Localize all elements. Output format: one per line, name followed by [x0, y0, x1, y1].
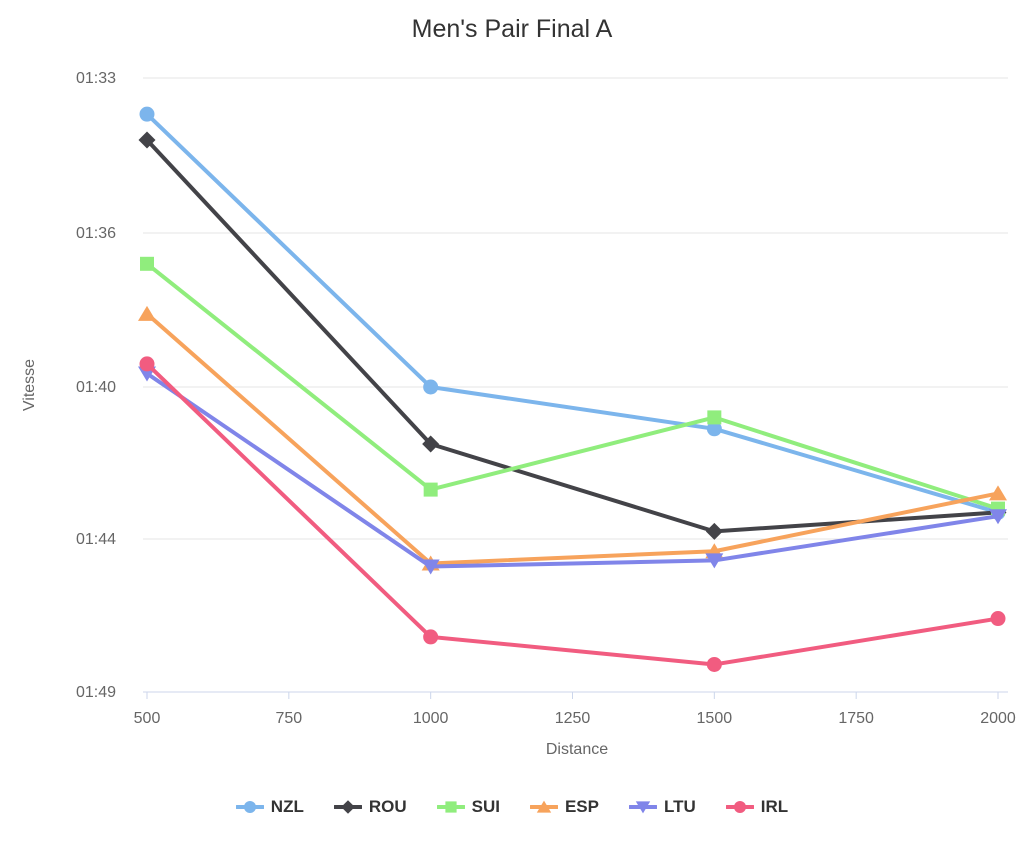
- legend-item-IRL[interactable]: IRL: [725, 797, 789, 817]
- triangle-down-legend-marker-icon: [629, 801, 657, 814]
- legend-label-SUI: SUI: [471, 797, 500, 816]
- diamond-marker-icon[interactable]: [138, 131, 156, 149]
- series-line-ESP[interactable]: [145, 311, 1000, 566]
- series-IRL: [139, 356, 1006, 672]
- circle-marker-icon[interactable]: [243, 801, 256, 813]
- diamond-marker-icon[interactable]: [422, 435, 440, 453]
- legend-label-NZL: NZL: [270, 797, 304, 816]
- legend-label-ESP: ESP: [564, 797, 599, 816]
- triangle-up-marker-icon[interactable]: [138, 305, 156, 321]
- circle-marker-icon[interactable]: [990, 611, 1006, 627]
- legend: NZL ROU SUI ESP LTU IRL: [0, 792, 1024, 822]
- y-tick-label: 01:40: [76, 379, 116, 396]
- series-line-ROU[interactable]: [145, 138, 1000, 534]
- circle-marker-icon[interactable]: [423, 379, 439, 395]
- y-tick-label: 01:49: [76, 684, 116, 701]
- square-legend-marker-icon: [436, 801, 465, 813]
- legend-item-SUI[interactable]: SUI: [436, 797, 500, 817]
- series-line-NZL[interactable]: [145, 112, 1000, 515]
- y-tick-label: 01:33: [76, 70, 116, 87]
- series-ESP: [138, 305, 1007, 571]
- triangle-down-marker-icon[interactable]: [989, 509, 1007, 525]
- x-tick-label: 2000: [980, 710, 1016, 727]
- triangle-up-legend-marker-icon: [529, 800, 558, 813]
- x-tick-label: 1500: [697, 710, 733, 727]
- triangle-down-marker-icon[interactable]: [421, 559, 440, 575]
- series-line-SUI[interactable]: [145, 261, 1000, 511]
- diamond-marker-icon[interactable]: [341, 800, 355, 814]
- triangle-up-marker-icon[interactable]: [989, 485, 1007, 501]
- legend-label-ROU: ROU: [368, 797, 407, 816]
- circle-marker-icon[interactable]: [733, 801, 746, 813]
- y-tick-label: 01:44: [76, 531, 116, 548]
- circle-marker-icon[interactable]: [139, 356, 155, 372]
- circle-marker-icon[interactable]: [423, 629, 439, 645]
- series-LTU: [138, 366, 1007, 575]
- x-tick-label: 750: [275, 710, 302, 727]
- diamond-marker-icon[interactable]: [705, 522, 723, 540]
- legend-item-LTU[interactable]: LTU: [629, 797, 696, 817]
- x-tick-label: 500: [134, 710, 161, 727]
- legend-label-IRL: IRL: [760, 797, 789, 816]
- circle-marker-icon[interactable]: [706, 421, 722, 437]
- legend-item-ESP[interactable]: ESP: [529, 797, 599, 817]
- x-tick-label: 1000: [413, 710, 449, 727]
- legend-item-NZL[interactable]: NZL: [235, 797, 304, 817]
- y-tick-label: 01:36: [76, 225, 116, 242]
- square-marker-icon[interactable]: [140, 256, 154, 271]
- square-marker-icon[interactable]: [445, 801, 457, 813]
- circle-legend-marker-icon: [235, 801, 264, 813]
- circle-marker-icon[interactable]: [139, 106, 155, 122]
- triangle-up-marker-icon[interactable]: [536, 800, 552, 813]
- series-line-LTU[interactable]: [145, 371, 1000, 569]
- legend-label-LTU: LTU: [664, 797, 696, 816]
- x-tick-label: 1750: [838, 710, 874, 727]
- chart-title: Men's Pair Final A: [411, 15, 613, 43]
- triangle-down-marker-icon[interactable]: [635, 801, 651, 814]
- diamond-legend-marker-icon: [333, 800, 362, 814]
- legend-item-ROU[interactable]: ROU: [333, 797, 407, 817]
- triangle-down-marker-icon[interactable]: [705, 553, 724, 569]
- plot-area: 01:33 01:36 01:40 01:44 01:49 500 750 1000 1250 1…: [76, 70, 1016, 727]
- circle-legend-marker-icon: [725, 801, 754, 813]
- x-axis-title: Distance: [545, 741, 609, 758]
- square-marker-icon[interactable]: [707, 410, 722, 425]
- x-tick-label: 1250: [555, 710, 591, 727]
- series-line-IRL[interactable]: [145, 361, 1000, 667]
- square-marker-icon[interactable]: [423, 482, 438, 497]
- circle-marker-icon[interactable]: [706, 656, 722, 672]
